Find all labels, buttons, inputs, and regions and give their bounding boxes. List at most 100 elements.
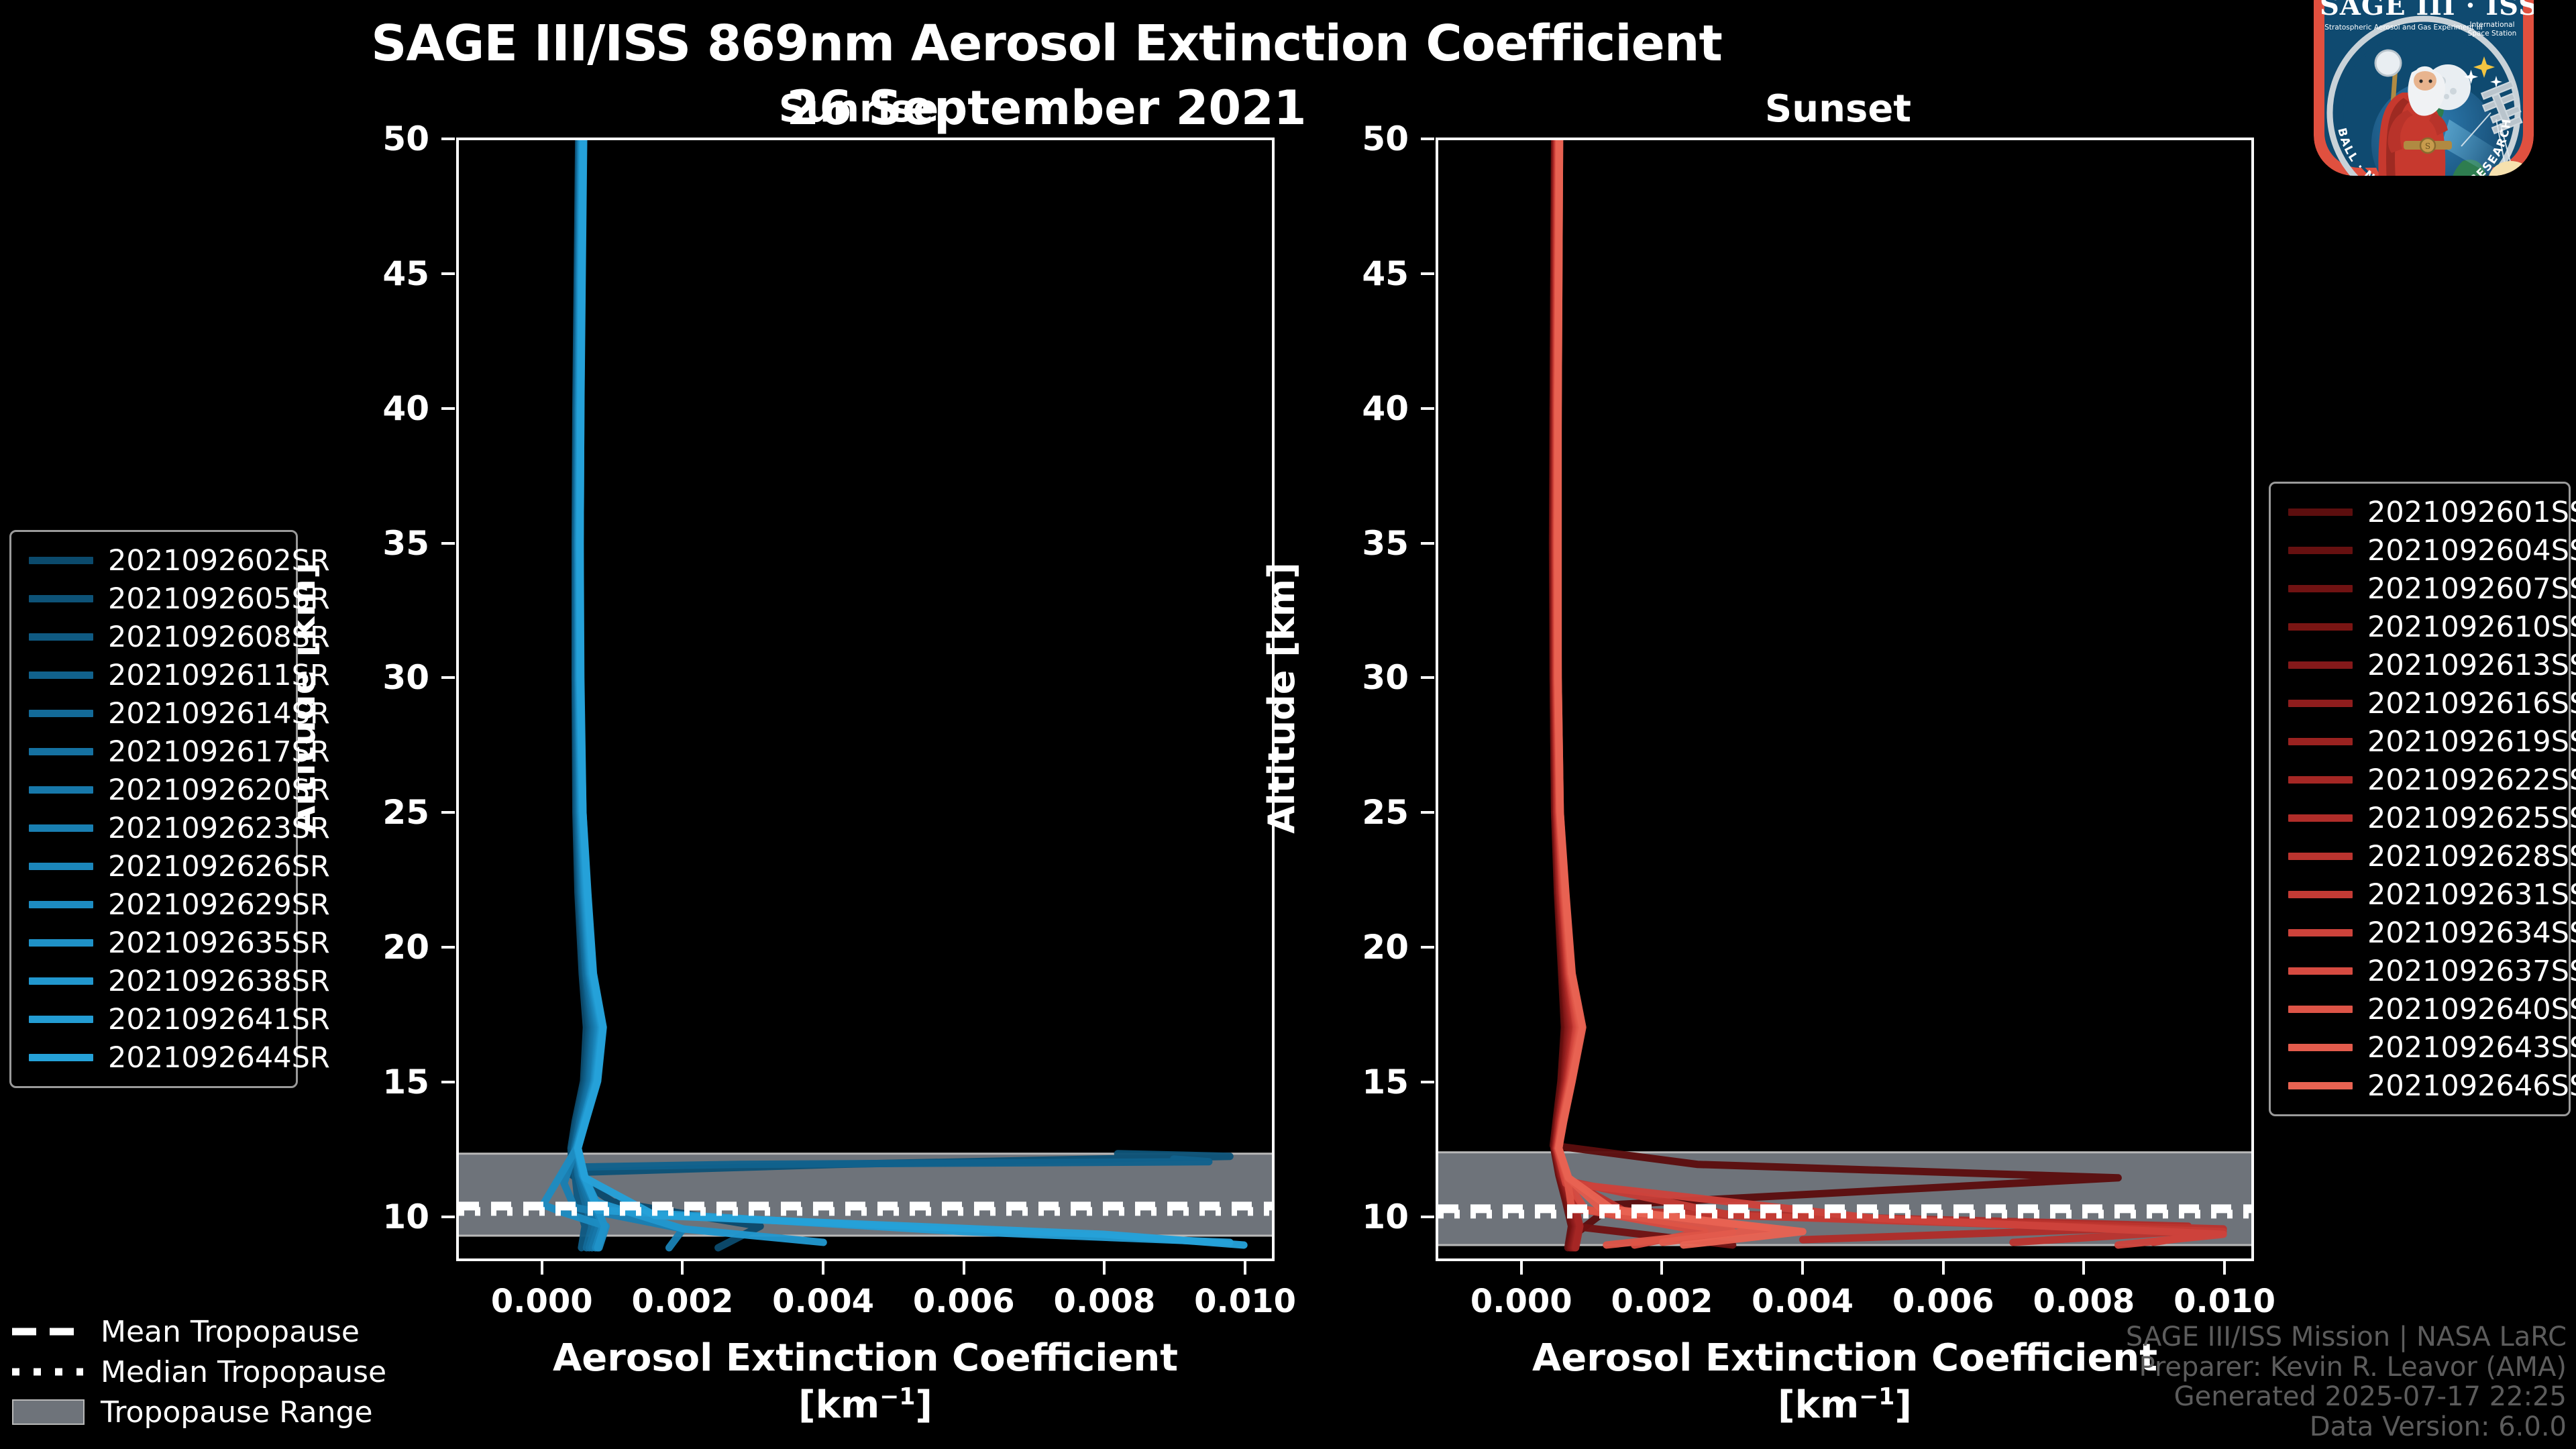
legend-item[interactable]: 2021092619SS <box>2280 722 2576 761</box>
x-tick-mark <box>2082 1261 2086 1275</box>
legend-item[interactable]: 2021092625SS <box>2280 799 2576 837</box>
credit-mission: SAGE III/ISS Mission | NASA LaRC <box>2125 1321 2567 1352</box>
sage-iii-iss-mission-patch-logo: S SAGE III · ISS Stratospheric Aerosol a… <box>2314 0 2534 176</box>
legend-item[interactable]: 2021092608SR <box>21 618 330 656</box>
legend-item[interactable]: 2021092631SS <box>2280 875 2576 914</box>
y-tick-label: 35 <box>1362 523 1409 563</box>
figure-title: SAGE III/ISS 869nm Aerosol Extinction Co… <box>371 15 1723 72</box>
legend-item-label: 2021092644SR <box>108 1040 330 1075</box>
legend-item[interactable]: 2021092617SR <box>21 733 330 771</box>
y-tick-label: 15 <box>1362 1062 1409 1102</box>
legend-item[interactable]: 2021092613SS <box>2280 646 2576 684</box>
y-tick-label: 40 <box>382 388 429 428</box>
legend-item[interactable]: 2021092646SS <box>2280 1067 2576 1105</box>
legend-item-label: 2021092623SR <box>108 811 330 845</box>
x-axis-unit: [km−1] <box>1777 1383 1913 1427</box>
legend-item[interactable]: 2021092605SR <box>21 580 330 618</box>
legend-color-swatch <box>2288 929 2353 936</box>
legend-item[interactable]: 2021092614SR <box>21 694 330 733</box>
legend-item[interactable]: 2021092626SR <box>21 847 330 885</box>
legend-item-label: 2021092634SS <box>2367 916 2576 950</box>
legend-item-label: 2021092611SR <box>108 658 330 692</box>
legend-color-swatch <box>29 939 93 947</box>
y-tick-label: 20 <box>1362 928 1409 967</box>
x-axis-label-sunset: Aerosol Extinction Coefficient [km−1] <box>1436 1335 2254 1429</box>
legend-item-label: 2021092640SS <box>2367 992 2576 1026</box>
legend-sunrise[interactable]: 2021092602SR 2021092605SR 2021092608SR 2… <box>9 530 330 1088</box>
legend-item-label: 2021092608SR <box>108 620 330 654</box>
legend-item[interactable]: 2021092610SS <box>2280 608 2576 646</box>
y-tick-mark <box>1421 1215 1434 1218</box>
legend-item[interactable]: 2021092622SS <box>2280 761 2576 799</box>
x-tick-mark <box>2223 1261 2226 1275</box>
legend-item[interactable]: 2021092601SS <box>2280 493 2576 531</box>
legend-item[interactable]: 2021092644SR <box>21 1038 330 1077</box>
legend-item[interactable]: 2021092640SS <box>2280 990 2576 1028</box>
y-tick-label: 50 <box>1362 119 1409 158</box>
tropopause-legend-mean: Mean Tropopause <box>12 1311 388 1352</box>
legend-item[interactable]: 2021092604SS <box>2280 531 2576 570</box>
legend-item[interactable]: 2021092620SR <box>21 771 330 809</box>
legend-color-swatch <box>2288 967 2353 975</box>
legend-item[interactable]: 2021092602SR <box>21 541 330 580</box>
y-tick-mark <box>441 1080 455 1083</box>
y-tick-label: 45 <box>1362 254 1409 293</box>
x-axis-label-text: Aerosol Extinction Coefficient <box>552 1336 1179 1380</box>
legend-item[interactable]: 2021092623SR <box>21 809 330 847</box>
legend-item[interactable]: 2021092638SR <box>21 962 330 1000</box>
dashed-line-icon <box>12 1323 83 1340</box>
legend-item-label: 2021092613SS <box>2367 648 2576 682</box>
legend-color-swatch <box>2288 738 2353 745</box>
tropopause-median-label: Median Tropopause <box>101 1354 387 1389</box>
legend-color-swatch <box>2288 853 2353 860</box>
x-axis-unit: [km−1] <box>798 1383 933 1427</box>
legend-item-label: 2021092637SS <box>2367 954 2576 988</box>
legend-item-label: 2021092628SS <box>2367 839 2576 873</box>
legend-item-label: 2021092607SS <box>2367 572 2576 606</box>
legend-item[interactable]: 2021092629SR <box>21 885 330 924</box>
legend-item[interactable]: 2021092634SS <box>2280 914 2576 952</box>
legend-item[interactable]: 2021092616SS <box>2280 684 2576 722</box>
legend-item-label: 2021092617SR <box>108 735 330 769</box>
legend-color-swatch <box>2288 1044 2353 1051</box>
legend-item[interactable]: 2021092607SS <box>2280 570 2576 608</box>
legend-color-swatch <box>29 595 93 602</box>
y-tick-mark <box>1421 272 1434 275</box>
legend-color-swatch <box>2288 623 2353 631</box>
legend-sunset[interactable]: 2021092601SS 2021092604SS 2021092607SS 2… <box>2269 482 2576 1116</box>
x-tick-label: 0.004 <box>1752 1283 1854 1320</box>
y-tick-mark <box>441 946 455 949</box>
y-tick-label: 10 <box>382 1197 429 1236</box>
panel-title-sunrise: Sunrise <box>778 87 939 131</box>
legend-item-label: 2021092602SR <box>108 543 330 578</box>
y-tick-mark <box>1421 541 1434 545</box>
legend-item-label: 2021092610SS <box>2367 610 2576 644</box>
legend-color-swatch <box>29 786 93 794</box>
legend-item[interactable]: 2021092643SS <box>2280 1028 2576 1067</box>
legend-color-swatch <box>29 901 93 908</box>
legend-color-swatch <box>29 1054 93 1061</box>
y-tick-mark <box>441 1215 455 1218</box>
legend-item-label: 2021092646SS <box>2367 1069 2576 1103</box>
legend-item[interactable]: 2021092641SR <box>21 1000 330 1038</box>
y-tick-label: 15 <box>382 1062 429 1102</box>
x-tick-mark <box>681 1261 684 1275</box>
x-axis-label-text: Aerosol Extinction Coefficient <box>1532 1336 2158 1380</box>
legend-item[interactable]: 2021092637SS <box>2280 952 2576 990</box>
legend-item[interactable]: 2021092635SR <box>21 924 330 962</box>
legend-color-swatch <box>2288 1006 2353 1013</box>
x-tick-label: 0.002 <box>631 1283 734 1320</box>
legend-item[interactable]: 2021092628SS <box>2280 837 2576 875</box>
legend-color-swatch <box>2288 891 2353 898</box>
x-tick-mark <box>540 1261 543 1275</box>
x-tick-label: 0.010 <box>2174 1283 2275 1320</box>
legend-color-swatch <box>29 863 93 870</box>
profile-lines-sunset <box>1438 140 2251 1252</box>
profile-lines-sunrise <box>459 140 1272 1252</box>
legend-item-label: 2021092605SR <box>108 582 330 616</box>
x-tick-mark <box>1801 1261 1805 1275</box>
legend-color-swatch <box>2288 585 2353 592</box>
legend-item[interactable]: 2021092611SR <box>21 656 330 694</box>
y-tick-label: 20 <box>382 928 429 967</box>
